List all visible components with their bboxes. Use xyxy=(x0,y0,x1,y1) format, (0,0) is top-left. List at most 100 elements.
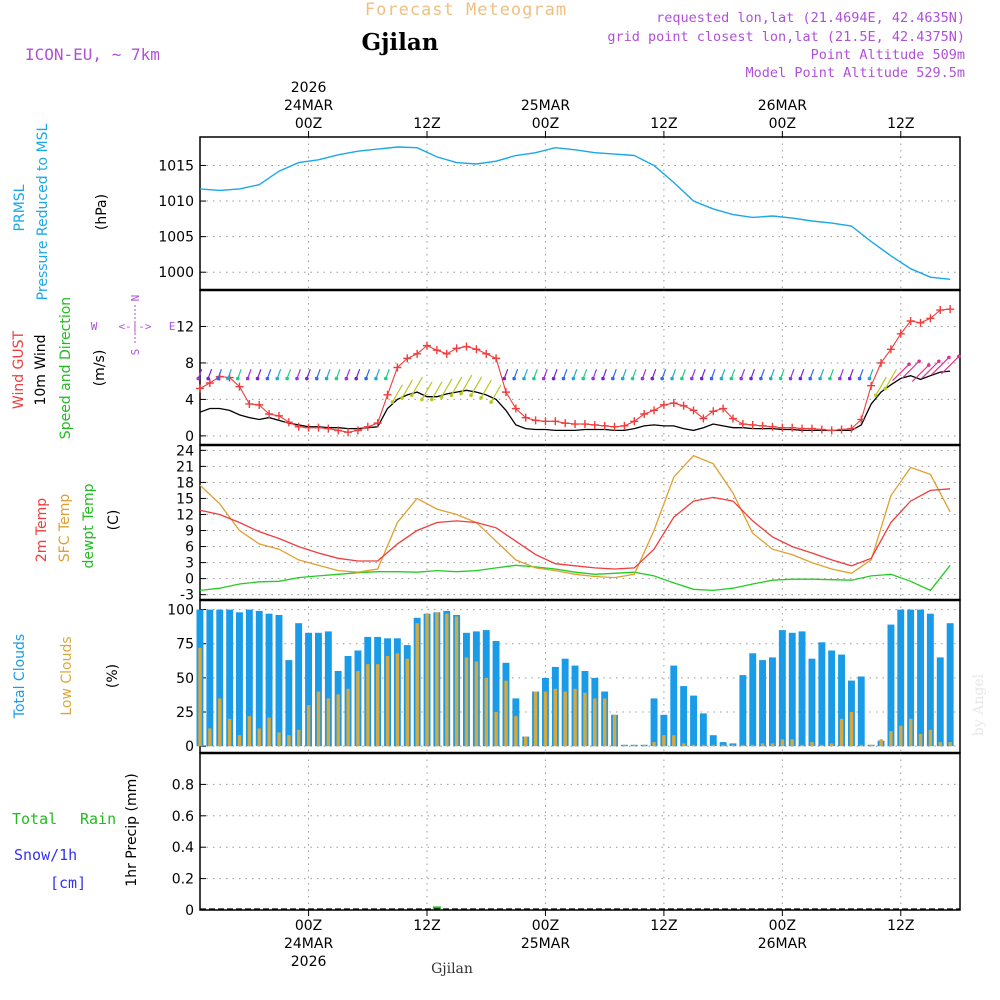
panel-frame xyxy=(199,599,961,754)
top-time-label: 00Z xyxy=(769,116,796,132)
gust-marker xyxy=(363,422,372,431)
model-label: ICON-EU, ~ 7km xyxy=(25,45,160,64)
low-cloud-bar xyxy=(533,691,538,747)
wind-arrow-head xyxy=(689,376,694,381)
gust-marker xyxy=(472,345,481,354)
bottom-date-label: 25MAR xyxy=(521,936,570,952)
wind-direction-arrow xyxy=(884,368,898,389)
wind-panel: 0 4 8 12 xyxy=(176,289,961,446)
total-cloud-bar xyxy=(699,713,707,747)
wind-arrow-head xyxy=(295,376,299,381)
precip-panel: 0 0.2 0.4 0.6 0.8 xyxy=(172,752,961,919)
low-cloud-bar xyxy=(326,698,330,747)
t2m-line xyxy=(199,488,951,570)
wind-arrow-head xyxy=(541,376,546,381)
wind-arrow-head xyxy=(522,376,526,381)
wind-arrow-head xyxy=(947,355,951,360)
y-tick-label: 0 xyxy=(185,739,194,755)
gust-marker xyxy=(334,426,343,435)
wind-arrow-head xyxy=(265,376,270,381)
gust-marker xyxy=(719,404,728,413)
total-cloud-bar xyxy=(492,641,500,747)
wind-direction-arrow xyxy=(940,356,960,375)
gust-marker xyxy=(679,401,688,410)
wind-direction-arrow xyxy=(480,379,492,399)
gust-marker xyxy=(758,421,767,430)
low-cloud-bar xyxy=(741,744,745,747)
gust-marker xyxy=(709,407,718,416)
y-tick-label: 0.2 xyxy=(172,872,194,888)
gust-marker xyxy=(344,428,353,437)
gust-marker xyxy=(659,400,668,409)
gust-marker xyxy=(245,399,254,408)
y-tick-label: 0 xyxy=(185,429,194,445)
wind-arrow-head xyxy=(334,376,339,381)
gust-marker xyxy=(413,349,422,358)
low-cloud-bar xyxy=(790,739,794,747)
total-cloud-bar xyxy=(897,609,905,747)
low-cloud-bar xyxy=(899,725,903,747)
gust-marker xyxy=(462,342,471,351)
gust-marker xyxy=(393,363,402,372)
wind-direction-arrow xyxy=(391,384,403,403)
low-cloud-bar xyxy=(820,744,824,747)
low-cloud-bar xyxy=(770,743,775,747)
low-cloud-bar xyxy=(198,647,202,747)
rain-label-a: Total xyxy=(12,810,57,828)
y-tick-label: 50 xyxy=(176,671,194,687)
total-cloud-bar xyxy=(226,609,234,747)
y-tick-label: 1000 xyxy=(158,265,194,281)
low-cloud-bar xyxy=(208,728,212,747)
gust-marker xyxy=(817,425,826,434)
wind-direction-arrow xyxy=(901,360,920,379)
total-cloud-label: Total Clouds xyxy=(12,634,28,719)
gust-marker xyxy=(788,423,797,432)
gust-marker xyxy=(600,421,609,430)
gust-marker xyxy=(916,318,925,327)
rain-bar xyxy=(432,906,441,910)
wind-arrow-head xyxy=(828,376,832,381)
wind-arrow-head xyxy=(768,376,773,381)
wind-direction-arrow xyxy=(421,381,433,400)
point-altitude: Point Altitude 509m xyxy=(811,47,965,63)
wind-arrow-head xyxy=(255,376,260,381)
wind-direction-arrow xyxy=(921,360,940,379)
total-cloud-bar xyxy=(769,657,776,747)
wind-arrow-head xyxy=(957,354,961,359)
bottom-time-label: 12Z xyxy=(887,918,914,934)
wind-arrow-head xyxy=(601,376,605,381)
low-cloud-bar xyxy=(760,743,765,747)
wind-arrow-head xyxy=(235,376,240,381)
gust-marker xyxy=(561,419,570,428)
wind-arrow-head xyxy=(216,376,220,381)
low-cloud-bar xyxy=(405,658,409,747)
total-cloud-bar xyxy=(709,735,717,747)
gust-marker xyxy=(531,416,540,425)
prmsl-label: PRMSL xyxy=(12,184,28,231)
low-cloud-bar xyxy=(662,735,666,747)
total-cloud-bar xyxy=(285,660,293,747)
gust-marker xyxy=(442,349,451,358)
low-cloud-bar xyxy=(356,671,360,747)
low-cloud-bar xyxy=(721,744,725,747)
wind-arrow-head xyxy=(384,376,388,381)
wind-arrow-head xyxy=(354,376,359,381)
gust-marker xyxy=(482,349,491,358)
low-cloud-bar xyxy=(810,742,814,747)
gust-marker xyxy=(610,422,619,431)
low-cloud-bar xyxy=(415,623,419,747)
location-title: Gjilan xyxy=(361,29,438,56)
top-time-label: 12Z xyxy=(413,116,440,132)
y-tick-label: 15 xyxy=(176,491,194,507)
gust-marker xyxy=(778,423,787,432)
wind-arrow-head xyxy=(729,376,734,381)
total-cloud-bar xyxy=(216,609,224,747)
low-cloud-bar xyxy=(287,735,291,747)
dew-label: dewpt Temp xyxy=(81,483,97,568)
gust-marker xyxy=(650,406,659,415)
precip-labels: Total Rain Snow/1h [cm] 1hr Precip (mm) xyxy=(12,773,140,892)
y-tick-label: 25 xyxy=(176,705,194,721)
total-cloud-bar xyxy=(206,609,214,747)
wind-direction-arrow xyxy=(401,379,413,399)
